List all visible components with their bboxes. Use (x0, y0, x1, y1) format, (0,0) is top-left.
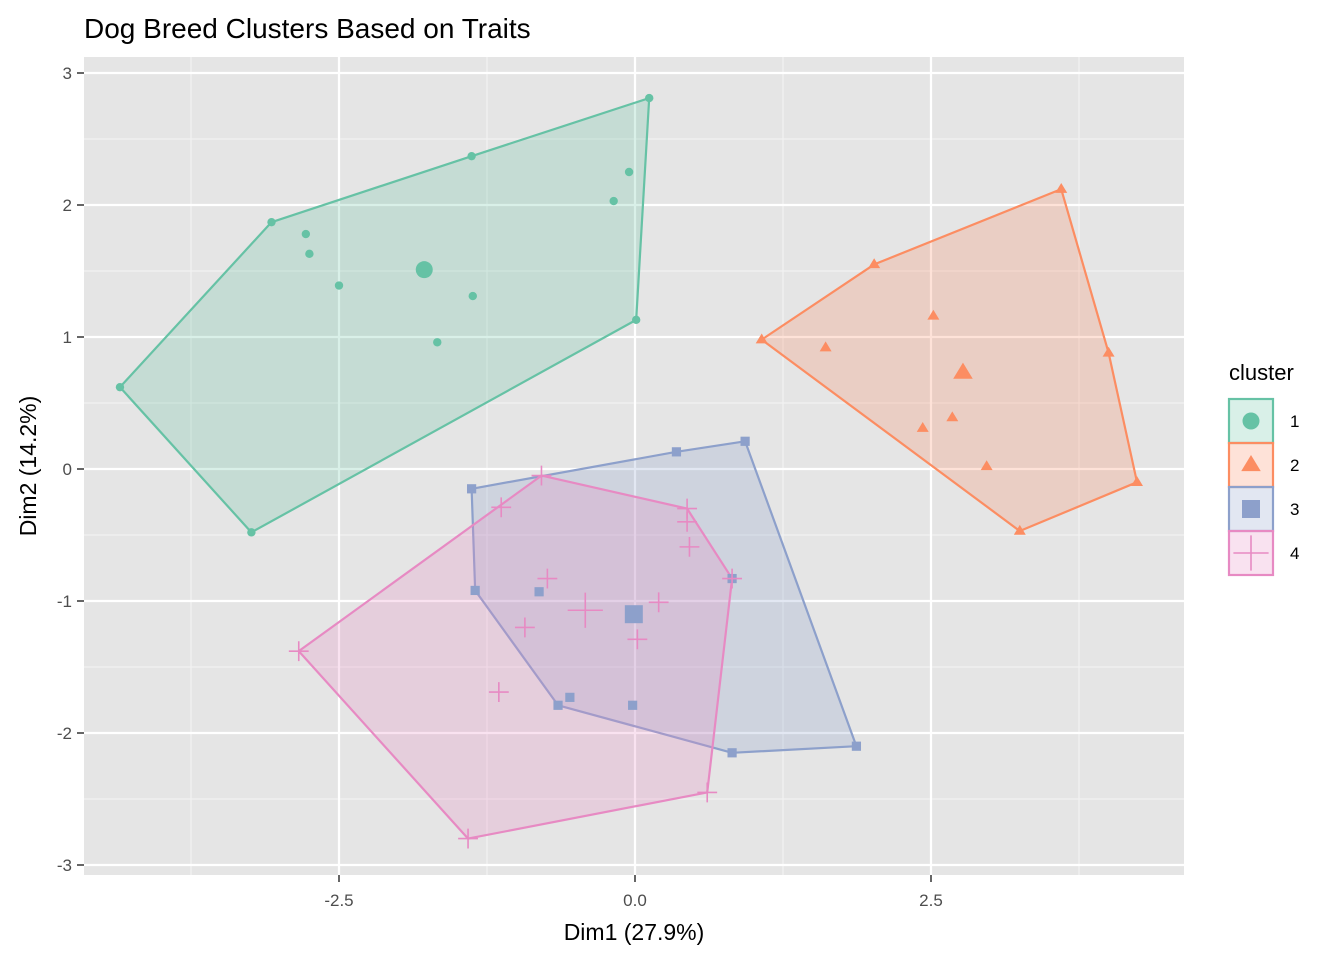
cluster-1-point (468, 291, 477, 301)
cluster-2-center (953, 362, 973, 379)
cluster-4-point (514, 617, 535, 638)
y-tick-label: 0 (63, 460, 72, 479)
major-gridlines (84, 57, 1184, 875)
cluster-hulls (118, 96, 1139, 840)
cluster-3-point (553, 700, 563, 710)
cluster-2-point (946, 411, 959, 422)
y-axis-title: Dim2 (14.2%) (15, 396, 41, 537)
legend-key-4-symbol (1233, 535, 1269, 571)
cluster-4-point (722, 568, 743, 589)
x-tick-label: 2.5 (919, 891, 943, 910)
legend-key-3-symbol (1242, 500, 1260, 518)
cluster-3-point (671, 447, 682, 457)
cluster-2-point (927, 309, 940, 320)
y-tick-label: 1 (63, 328, 72, 347)
cluster-1-point (334, 281, 344, 290)
cluster-1-point (305, 249, 314, 259)
cluster-3-point (727, 748, 737, 758)
cluster-1-point (433, 338, 442, 347)
cluster-1-point (115, 382, 125, 392)
cluster-3-point (470, 585, 480, 596)
legend-label-3: 3 (1290, 500, 1299, 519)
cluster-1-point (645, 93, 654, 103)
y-tick-label: -2 (57, 724, 72, 743)
cluster-3-point (740, 436, 750, 446)
x-tick-label: -2.5 (324, 891, 353, 910)
cluster-2-point (1013, 524, 1026, 535)
legend-label-2: 2 (1290, 456, 1299, 475)
cluster-1-point (247, 528, 256, 537)
legend-key-2-symbol (1241, 454, 1261, 472)
cluster-2-point (868, 258, 881, 269)
cluster-3-hull (470, 440, 858, 754)
legend-key-1-symbol (1242, 412, 1260, 430)
cluster-1-point (301, 229, 311, 239)
cluster-1-point (624, 167, 634, 177)
cluster-2-point (755, 333, 768, 344)
cluster-4-point (458, 828, 478, 849)
cluster-3-point (851, 741, 862, 751)
legend-title: cluster (1229, 360, 1294, 385)
cluster-4-point (537, 568, 558, 589)
cluster-1-point (467, 151, 476, 161)
x-axis: -2.5 0.0 2.5 (324, 875, 943, 910)
cluster-3-point (628, 700, 638, 710)
x-tick-label: 0.0 (623, 891, 647, 910)
cluster-points (115, 93, 1143, 849)
legend: cluster 1 2 3 4 (1227, 360, 1299, 577)
legend-label-1: 1 (1290, 412, 1299, 431)
chart-title: Dog Breed Clusters Based on Traits (84, 13, 531, 44)
cluster-4-point (677, 511, 698, 532)
cluster-3-center (624, 605, 643, 624)
cluster-3-point (565, 692, 575, 702)
cluster-4-point (697, 782, 718, 803)
cluster-1-point (631, 315, 641, 325)
cluster-4-point (648, 592, 669, 613)
cluster-4-point (488, 682, 509, 702)
cluster-4-center (567, 592, 603, 628)
cluster-4-point (679, 536, 700, 557)
cluster-4-point (531, 465, 552, 486)
cluster-1-point (609, 196, 618, 206)
cluster-3-point (467, 484, 477, 494)
y-tick-label: -3 (57, 856, 72, 875)
cluster-2-point (980, 460, 993, 471)
y-tick-label: 2 (63, 196, 72, 215)
cluster-2-point (1055, 183, 1068, 193)
cluster-2-point (1102, 346, 1115, 357)
y-tick-label: 3 (63, 64, 72, 83)
legend-label-4: 4 (1290, 544, 1299, 563)
y-tick-label: -1 (57, 592, 72, 611)
cluster-2-point (916, 421, 929, 432)
x-axis-title: Dim1 (27.9%) (564, 919, 705, 945)
cluster-4-point (627, 629, 648, 650)
cluster-4-point (288, 641, 309, 662)
cluster-1-center (415, 261, 433, 279)
cluster-2-point (819, 341, 832, 352)
cluster-2-point (1131, 476, 1143, 486)
cluster-3-point (534, 587, 544, 597)
cluster-1-point (267, 217, 276, 227)
cluster-4-point (491, 497, 512, 518)
y-axis: -3 -2 -1 0 1 2 3 (57, 64, 84, 875)
